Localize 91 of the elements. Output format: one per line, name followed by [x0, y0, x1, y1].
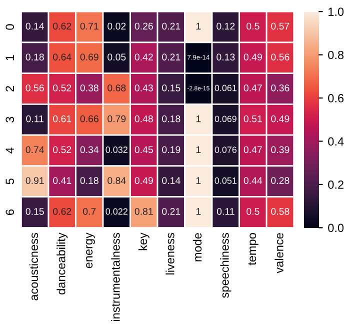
- data-label: 0.5: [246, 208, 260, 215]
- data-label: 0.69: [80, 54, 98, 60]
- data-label: 1: [196, 115, 201, 122]
- data-label: 0.13: [216, 54, 235, 60]
- x-tick-label: danceability: [56, 232, 68, 294]
- data-label: 0.05: [108, 54, 126, 60]
- data-label: 0.58: [271, 208, 290, 215]
- data-label: 0.26: [134, 22, 153, 30]
- x-tick-label: mode: [192, 233, 202, 262]
- data-label: 0.02: [108, 22, 126, 30]
- data-label: 0.42: [134, 54, 153, 60]
- data-label: 0.18: [80, 177, 98, 184]
- y-tick-label: 1: [6, 55, 14, 60]
- data-label: 0.62: [53, 208, 72, 215]
- y-tick-label: 3: [6, 116, 14, 122]
- data-label: 0.47: [244, 84, 262, 92]
- y-tick-label: 0: [6, 24, 14, 30]
- data-label: 0.91: [26, 177, 44, 184]
- data-label: 0.47: [244, 146, 262, 154]
- x-tick-label: acousticness: [29, 232, 38, 300]
- x-tick-label: tempo: [248, 233, 258, 266]
- x-tick-label: key: [138, 232, 150, 250]
- data-label: 0.49: [244, 54, 262, 60]
- data-label: 0.71: [80, 22, 98, 30]
- color-bar-label: 0.4: [328, 137, 344, 146]
- data-label: 0.38: [80, 84, 98, 92]
- data-label: 0.61: [53, 115, 72, 122]
- data-label: 0.11: [216, 208, 234, 215]
- data-label: 0.11: [26, 115, 44, 122]
- y-tick-label: 2: [6, 86, 14, 92]
- data-label: 0.48: [134, 115, 153, 122]
- data-label: 0.28: [271, 177, 290, 184]
- data-label: 0.5: [246, 22, 260, 30]
- color-bar-label: 0.0: [328, 224, 344, 232]
- data-label: 0.52: [53, 84, 72, 92]
- data-label: 0.051: [214, 177, 237, 184]
- data-label: 1: [196, 208, 201, 215]
- data-label: 0.21: [162, 22, 180, 30]
- data-label: 0.061: [214, 84, 236, 92]
- data-label: 0.7: [83, 208, 96, 215]
- data-label: 0.81: [134, 208, 153, 215]
- data-label: 0.14: [162, 177, 180, 184]
- data-label: 0.39: [271, 146, 290, 154]
- data-label: 0.34: [80, 146, 99, 154]
- color-bar-label: 0.8: [328, 50, 344, 60]
- x-tick-label: energy: [86, 232, 95, 268]
- data-label: 0.52: [53, 146, 72, 154]
- data-label: 0.43: [134, 84, 153, 92]
- y-tick-label: 4: [6, 148, 14, 154]
- y-tick-label: 5: [6, 178, 14, 184]
- data-label: 0.56: [271, 54, 290, 60]
- y-tick-label: 6: [6, 209, 14, 215]
- data-label: 1: [196, 22, 201, 30]
- data-label: 0.44: [244, 177, 262, 184]
- color-bar-label: 1.0: [328, 8, 344, 16]
- data-label: 0.49: [271, 115, 290, 122]
- data-label: 0.45: [134, 146, 153, 154]
- x-tick-label: valence: [274, 233, 284, 274]
- data-label: 0.51: [244, 115, 262, 122]
- color-bar-label: 0.2: [328, 180, 344, 189]
- x-tick-label: liveness: [166, 232, 174, 274]
- data-label: 0.74: [26, 146, 44, 154]
- data-label: 0.36: [271, 84, 290, 92]
- data-label: 0.022: [106, 208, 128, 215]
- x-tick-label: speechiness: [220, 232, 232, 298]
- data-label: 0.84: [108, 177, 126, 184]
- data-label: 0.032: [106, 146, 128, 153]
- data-label: 0.18: [26, 54, 44, 60]
- data-label: 0.64: [53, 54, 72, 60]
- data-label: 0.68: [108, 84, 126, 92]
- data-label: 0.56: [26, 84, 44, 92]
- data-label: 0.62: [53, 22, 72, 30]
- data-label: 0.49: [134, 177, 153, 184]
- data-label: 0.15: [162, 84, 180, 92]
- data-label: 1: [196, 146, 201, 154]
- data-label: 0.57: [271, 22, 290, 30]
- data-label: 0.18: [162, 115, 180, 122]
- data-label: 0.66: [80, 115, 98, 122]
- data-label: 0.19: [162, 146, 180, 154]
- data-label: 0.41: [53, 177, 72, 184]
- data-label: 0.79: [108, 115, 126, 122]
- x-tick-label: instrumentalness: [111, 232, 120, 322]
- color-bar-label: 0.6: [328, 94, 344, 102]
- data-label: 0.21: [162, 54, 180, 60]
- data-label: 0.076: [214, 146, 236, 153]
- data-label: 0.15: [26, 208, 44, 215]
- data-label: 0.12: [216, 22, 235, 30]
- data-label: 0.21: [162, 208, 180, 215]
- data-label: 0.069: [214, 116, 236, 122]
- data-label: 0.14: [26, 22, 44, 30]
- data-label: 1: [196, 177, 201, 184]
